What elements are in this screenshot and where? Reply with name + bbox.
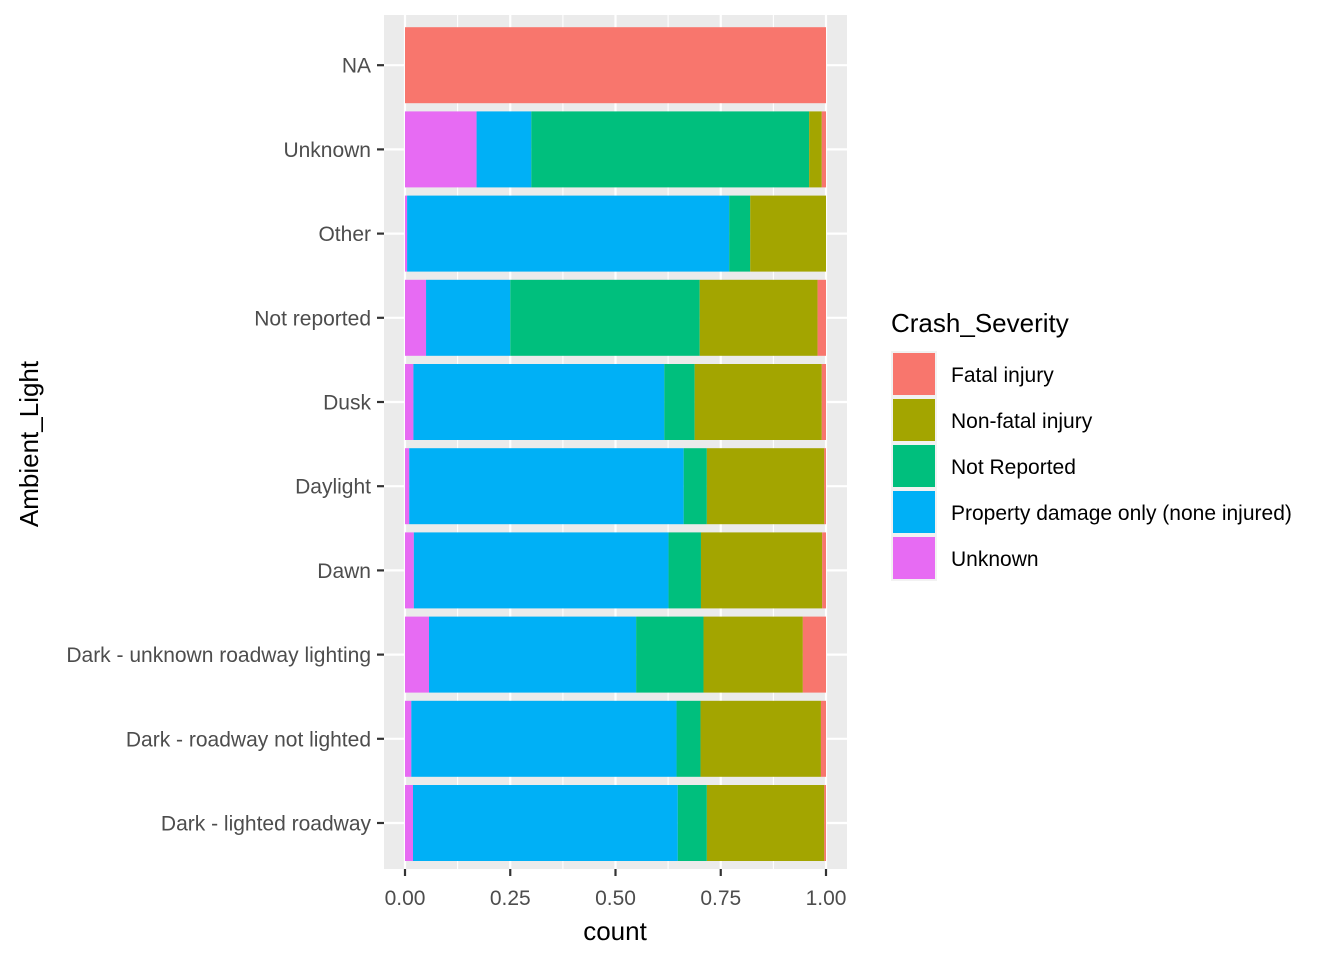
y-tick-label: Dark - lighted roadway <box>161 813 372 836</box>
bar-segment <box>531 111 810 188</box>
bar-segment <box>426 279 511 356</box>
y-tick-label: Dusk <box>323 392 371 415</box>
bars <box>405 27 826 861</box>
bar-segment <box>405 532 414 609</box>
legend-swatch <box>893 537 935 579</box>
y-tick-label: NA <box>342 55 371 78</box>
bar-segment <box>411 700 677 777</box>
x-tick-label: 1.00 <box>806 887 847 910</box>
bar-segment <box>405 700 412 777</box>
bar-segment <box>822 532 826 609</box>
x-tick-label: 0.50 <box>595 887 636 910</box>
legend-swatch <box>893 353 935 395</box>
x-tick-label: 0.25 <box>490 887 531 910</box>
bar-segment <box>636 616 704 693</box>
bar-segment <box>817 279 826 356</box>
bar-segment <box>699 279 818 356</box>
y-axis: Dark - lighted roadway Dark - roadway not… <box>66 55 384 836</box>
x-tick-label: 0.00 <box>385 887 426 910</box>
bar-segment <box>703 616 803 693</box>
bar-segment <box>700 532 823 609</box>
bar-segment <box>824 785 826 861</box>
legend-swatch <box>893 491 935 533</box>
bar-segment <box>413 364 665 440</box>
bar-segment <box>694 364 822 440</box>
x-axis: 0.00 0.25 0.50 0.75 1.00 <box>385 869 847 910</box>
bar-segment <box>676 700 701 777</box>
y-tick-label: Dark - roadway not lighted <box>126 728 371 751</box>
bar-segment <box>683 448 707 525</box>
bar-segment <box>706 785 825 861</box>
x-axis-title: count <box>583 916 647 946</box>
y-tick-label: Other <box>318 223 371 246</box>
bar-segment <box>412 785 678 861</box>
legend-label: Unknown <box>951 548 1039 571</box>
bar-segment <box>405 279 427 356</box>
bar-segment <box>405 448 410 525</box>
bar-segment <box>510 279 700 356</box>
bar-segment <box>750 195 826 272</box>
bar-segment <box>700 700 821 777</box>
bar-segment <box>405 616 429 693</box>
bar-segment <box>824 448 826 525</box>
bar-segment <box>809 111 822 188</box>
y-tick-label: Unknown <box>283 139 371 162</box>
bar-segment <box>729 195 751 272</box>
bar-segment <box>821 111 826 188</box>
legend-label: Fatal injury <box>951 364 1054 387</box>
y-tick-label: Daylight <box>295 476 371 499</box>
x-tick-label: 0.75 <box>700 887 741 910</box>
legend-label: Non-fatal injury <box>951 410 1093 433</box>
bar-segment <box>706 448 825 525</box>
y-tick-label: Dark - unknown roadway lighting <box>66 644 371 667</box>
bar-segment <box>677 785 707 861</box>
legend-title: Crash_Severity <box>891 308 1069 338</box>
bar-segment <box>802 616 826 693</box>
legend-swatch <box>893 445 935 487</box>
legend-swatch <box>893 399 935 441</box>
bar-segment <box>405 111 477 188</box>
legend-label: Not Reported <box>951 456 1076 479</box>
bar-segment <box>428 616 637 693</box>
bar-segment <box>668 532 701 609</box>
bar-segment <box>821 364 826 440</box>
bar-segment <box>405 364 414 440</box>
bar-segment <box>405 27 826 104</box>
legend-label: Property damage only (none injured) <box>951 502 1292 525</box>
y-tick-label: Dawn <box>317 560 371 583</box>
legend: Crash_Severity Fatal injury Non-fatal inj… <box>891 308 1292 581</box>
bar-segment <box>820 700 826 777</box>
bar-segment <box>405 195 408 272</box>
bar-segment <box>664 364 695 440</box>
bar-segment <box>405 785 413 861</box>
bar-segment <box>407 195 730 272</box>
bar-segment <box>413 532 669 609</box>
bar-segment <box>476 111 532 188</box>
y-axis-title: Ambient_Light <box>14 360 44 527</box>
bar-segment <box>409 448 684 525</box>
y-tick-label: Not reported <box>254 307 371 330</box>
